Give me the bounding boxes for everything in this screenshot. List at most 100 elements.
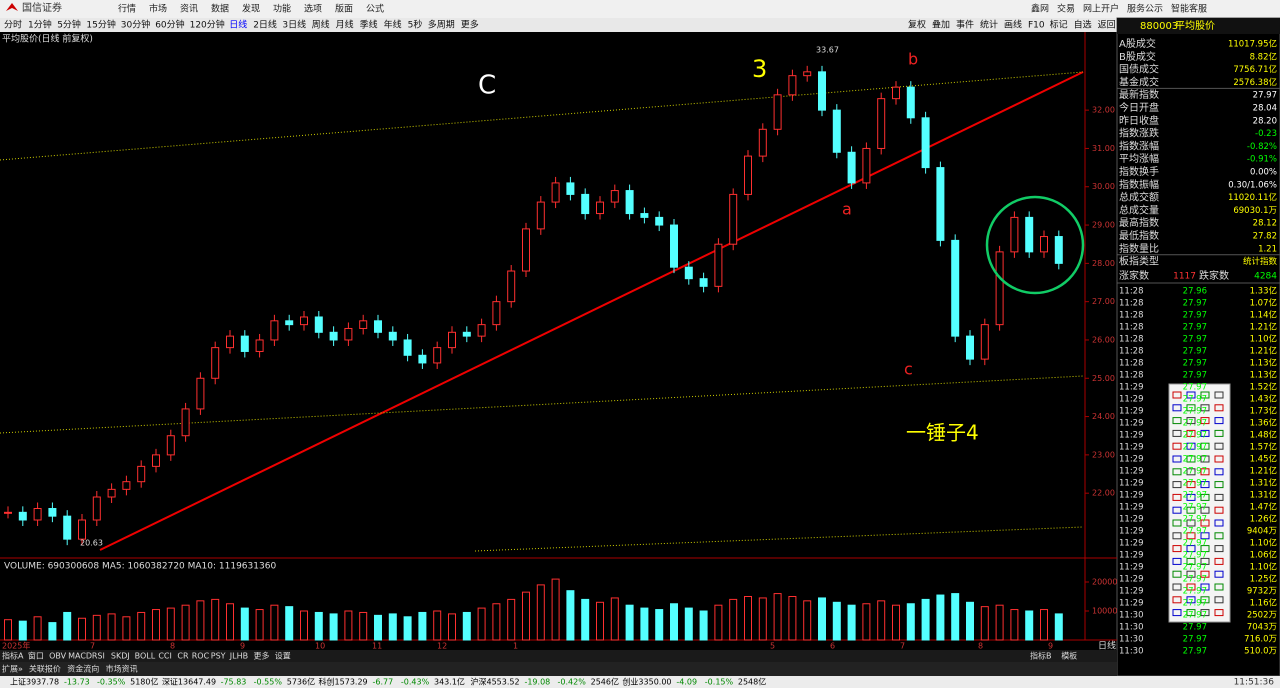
menu-item[interactable]: 市场 bbox=[149, 3, 167, 15]
palette-tool[interactable] bbox=[1186, 455, 1196, 463]
palette-tool[interactable] bbox=[1214, 506, 1224, 514]
period-tab[interactable]: 2日线 bbox=[253, 19, 277, 31]
indicator-tab[interactable]: SKDJ bbox=[111, 652, 130, 661]
palette-tool[interactable] bbox=[1200, 570, 1210, 578]
palette-tool[interactable] bbox=[1186, 609, 1196, 617]
palette-tool[interactable] bbox=[1214, 404, 1224, 412]
tool-button[interactable]: 事件 bbox=[956, 19, 974, 31]
indicator-tab[interactable]: OBV bbox=[49, 652, 67, 661]
palette-tool[interactable] bbox=[1214, 391, 1224, 399]
period-tab[interactable]: 多周期 bbox=[428, 19, 455, 31]
palette-tool[interactable] bbox=[1214, 557, 1224, 565]
menu-item[interactable]: 发现 bbox=[242, 3, 260, 15]
tool-button[interactable]: 统计 bbox=[980, 19, 998, 31]
extension-tab[interactable]: 扩展» bbox=[2, 664, 23, 674]
palette-tool[interactable] bbox=[1186, 506, 1196, 514]
tool-button[interactable]: 叠加 bbox=[932, 20, 950, 31]
extension-tab[interactable]: 关联报价 bbox=[29, 664, 61, 674]
palette-tool[interactable] bbox=[1172, 442, 1182, 450]
indicator-tab[interactable]: PSY bbox=[211, 652, 226, 661]
palette-tool[interactable] bbox=[1214, 429, 1224, 437]
palette-tool[interactable] bbox=[1200, 609, 1210, 617]
menu-item[interactable]: 资讯 bbox=[180, 4, 198, 15]
palette-tool[interactable] bbox=[1186, 391, 1196, 399]
top-link[interactable]: 智能客服 bbox=[1171, 3, 1207, 15]
period-tab[interactable]: 15分钟 bbox=[86, 19, 115, 31]
indicator-tab[interactable]: MACD bbox=[68, 652, 92, 661]
palette-tool[interactable] bbox=[1186, 442, 1196, 450]
palette-tool[interactable] bbox=[1200, 417, 1210, 425]
palette-tool[interactable] bbox=[1214, 519, 1224, 527]
palette-tool[interactable] bbox=[1172, 417, 1182, 425]
tool-button[interactable]: 标记 bbox=[1050, 19, 1068, 31]
palette-tool[interactable] bbox=[1172, 391, 1182, 399]
palette-tool[interactable] bbox=[1172, 609, 1182, 617]
palette-tool[interactable] bbox=[1186, 417, 1196, 425]
palette-tool[interactable] bbox=[1172, 519, 1182, 527]
indicator-tab[interactable]: ROC bbox=[192, 652, 210, 661]
indicator-tab[interactable]: 模板 bbox=[1061, 651, 1077, 661]
palette-tool[interactable] bbox=[1214, 570, 1224, 578]
indicator-tab[interactable]: 更多 bbox=[254, 651, 270, 661]
menu-item[interactable]: 功能 bbox=[273, 3, 291, 15]
period-tab[interactable]: 3日线 bbox=[282, 19, 306, 31]
palette-tool[interactable] bbox=[1186, 596, 1196, 604]
palette-tool[interactable] bbox=[1200, 493, 1210, 501]
indicator-tab[interactable]: CR bbox=[177, 652, 189, 661]
indicator-tab[interactable]: BOLL bbox=[135, 652, 156, 661]
period-tab[interactable]: 季线 bbox=[360, 19, 378, 31]
extension-tab[interactable]: 资金流向 bbox=[67, 664, 99, 674]
palette-tool[interactable] bbox=[1200, 506, 1210, 514]
palette-tool[interactable] bbox=[1186, 545, 1196, 553]
palette-tool[interactable] bbox=[1200, 481, 1210, 489]
palette-tool[interactable] bbox=[1186, 583, 1196, 591]
palette-tool[interactable] bbox=[1172, 455, 1182, 463]
top-link[interactable]: 交易 bbox=[1057, 3, 1075, 15]
palette-tool[interactable] bbox=[1214, 455, 1224, 463]
palette-tool[interactable] bbox=[1200, 557, 1210, 565]
palette-tool[interactable] bbox=[1214, 545, 1224, 553]
period-tab[interactable]: 月线 bbox=[336, 19, 354, 31]
palette-tool[interactable] bbox=[1214, 468, 1224, 476]
period-tab[interactable]: 120分钟 bbox=[190, 19, 225, 31]
period-tab[interactable]: 1分钟 bbox=[28, 19, 52, 31]
palette-tool[interactable] bbox=[1214, 609, 1224, 617]
palette-tool[interactable] bbox=[1200, 442, 1210, 450]
indicator-tab[interactable]: 指标B bbox=[1030, 651, 1052, 661]
palette-tool[interactable] bbox=[1200, 455, 1210, 463]
palette-tool[interactable] bbox=[1214, 442, 1224, 450]
palette-tool[interactable] bbox=[1214, 493, 1224, 501]
period-tab[interactable]: 更多 bbox=[461, 19, 479, 31]
top-link[interactable]: 服务公示 bbox=[1127, 3, 1163, 15]
tool-button[interactable]: 复权 bbox=[908, 19, 926, 31]
palette-tool[interactable] bbox=[1200, 404, 1210, 412]
palette-tool[interactable] bbox=[1186, 404, 1196, 412]
period-tab[interactable]: 年线 bbox=[384, 19, 402, 31]
extension-tab[interactable]: 市场资讯 bbox=[106, 664, 138, 674]
tool-button[interactable]: F10 bbox=[1028, 21, 1045, 31]
period-tab[interactable]: 日线 bbox=[229, 19, 247, 31]
palette-tool[interactable] bbox=[1186, 429, 1196, 437]
palette-tool[interactable] bbox=[1172, 570, 1182, 578]
indicator-tab[interactable]: 指标A bbox=[2, 651, 24, 661]
palette-tool[interactable] bbox=[1200, 391, 1210, 399]
tool-button[interactable]: 返回 bbox=[1098, 19, 1116, 31]
indicator-tab[interactable]: JLHB bbox=[229, 652, 248, 661]
palette-tool[interactable] bbox=[1186, 493, 1196, 501]
palette-tool[interactable] bbox=[1186, 532, 1196, 540]
palette-tool[interactable] bbox=[1214, 532, 1224, 540]
tool-button[interactable]: 画线 bbox=[1004, 19, 1022, 31]
palette-tool[interactable] bbox=[1186, 570, 1196, 578]
palette-tool[interactable] bbox=[1214, 596, 1224, 604]
palette-tool[interactable] bbox=[1186, 557, 1196, 565]
palette-tool[interactable] bbox=[1200, 596, 1210, 604]
period-tab[interactable]: 5分钟 bbox=[57, 19, 81, 31]
indicator-tab[interactable]: RSI bbox=[92, 652, 105, 661]
palette-tool[interactable] bbox=[1214, 417, 1224, 425]
palette-tool[interactable] bbox=[1186, 481, 1196, 489]
indicator-tab[interactable]: 窗口 bbox=[28, 651, 44, 661]
palette-tool[interactable] bbox=[1200, 532, 1210, 540]
period-tab[interactable]: 周线 bbox=[312, 19, 330, 31]
palette-tool[interactable] bbox=[1172, 596, 1182, 604]
top-link[interactable]: 网上开户 bbox=[1083, 3, 1119, 15]
